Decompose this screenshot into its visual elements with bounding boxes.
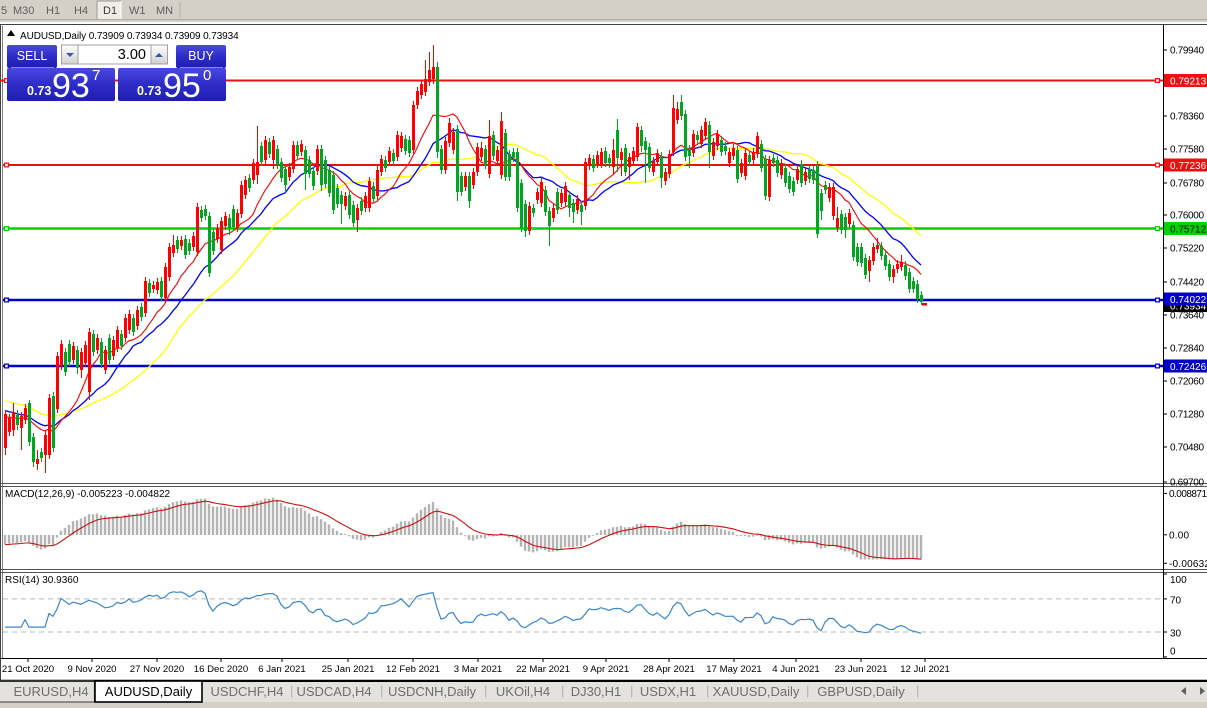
svg-text:SELL: SELL — [17, 49, 48, 63]
svg-text:21 Oct 2020: 21 Oct 2020 — [2, 664, 54, 675]
svg-text:|: | — [630, 683, 633, 698]
svg-text:0.69700: 0.69700 — [1170, 478, 1204, 489]
svg-text:|: | — [484, 683, 487, 698]
svg-text:17 May 2021: 17 May 2021 — [706, 664, 761, 675]
svg-text:70: 70 — [1170, 595, 1182, 606]
svg-text:DJ30,H1: DJ30,H1 — [571, 684, 622, 699]
svg-text:0.70480: 0.70480 — [1170, 443, 1204, 454]
svg-text:|: | — [380, 683, 383, 698]
svg-text:XAUUSD,Daily: XAUUSD,Daily — [713, 684, 800, 699]
svg-text:0: 0 — [203, 67, 211, 84]
svg-text:USDCHF,H4: USDCHF,H4 — [211, 684, 284, 699]
svg-text:30: 30 — [1170, 628, 1182, 639]
svg-text:H1: H1 — [46, 5, 60, 17]
svg-text:0.75220: 0.75220 — [1170, 244, 1204, 255]
svg-text:M30: M30 — [13, 5, 34, 17]
svg-text:-0.00632: -0.00632 — [1169, 559, 1207, 570]
svg-text:RSI(14) 30.9360: RSI(14) 30.9360 — [5, 575, 79, 586]
svg-text:100: 100 — [1170, 575, 1187, 586]
svg-text:0: 0 — [1170, 647, 1176, 658]
svg-text:0.78360: 0.78360 — [1170, 112, 1204, 123]
svg-text:12 Jul 2021: 12 Jul 2021 — [900, 664, 950, 675]
svg-text:0.73934: 0.73934 — [1170, 301, 1207, 312]
svg-text:|: | — [706, 683, 709, 698]
svg-text:0.74420: 0.74420 — [1170, 278, 1204, 289]
svg-text:95: 95 — [163, 67, 201, 105]
svg-text:0.73640: 0.73640 — [1170, 311, 1204, 322]
svg-text:0.77580: 0.77580 — [1170, 145, 1204, 156]
svg-text:0.72840: 0.72840 — [1170, 344, 1204, 355]
svg-text:MN: MN — [156, 5, 173, 17]
svg-text:W1: W1 — [129, 5, 146, 17]
svg-text:EURUSD,H4: EURUSD,H4 — [13, 684, 88, 699]
svg-text:AUDUSD,Daily: AUDUSD,Daily — [105, 684, 193, 699]
svg-text:5: 5 — [1, 5, 7, 17]
svg-text:23 Jun 2021: 23 Jun 2021 — [835, 664, 888, 675]
svg-text:0.77236: 0.77236 — [1170, 161, 1207, 172]
svg-text:|: | — [561, 683, 564, 698]
svg-text:27 Nov 2020: 27 Nov 2020 — [130, 664, 184, 675]
svg-text:0.75712: 0.75712 — [1170, 224, 1207, 235]
svg-text:0.76780: 0.76780 — [1170, 179, 1204, 190]
svg-text:|: | — [916, 683, 919, 698]
svg-text:3.00: 3.00 — [118, 47, 146, 63]
svg-text:0.76000: 0.76000 — [1170, 211, 1204, 222]
svg-text:3 Mar 2021: 3 Mar 2021 — [454, 664, 503, 675]
svg-text:|: | — [806, 683, 809, 698]
svg-text:0.71280: 0.71280 — [1170, 410, 1204, 421]
svg-text:0.79213: 0.79213 — [1170, 76, 1207, 87]
svg-text:9 Apr 2021: 9 Apr 2021 — [583, 664, 629, 675]
svg-text:D1: D1 — [103, 5, 117, 17]
svg-text:0.79940: 0.79940 — [1170, 46, 1204, 57]
svg-text:28 Apr 2021: 28 Apr 2021 — [643, 664, 695, 675]
svg-text:4 Jun 2021: 4 Jun 2021 — [772, 664, 819, 675]
svg-text:MACD(12,26,9) -0.005223 -0.004: MACD(12,26,9) -0.005223 -0.004822 — [5, 489, 171, 500]
svg-text:0.73: 0.73 — [137, 84, 161, 98]
svg-text:0.72426: 0.72426 — [1170, 362, 1207, 373]
svg-text:USDCNH,Daily: USDCNH,Daily — [388, 684, 477, 699]
svg-text:|: | — [290, 683, 293, 698]
svg-text:16 Dec 2020: 16 Dec 2020 — [194, 664, 248, 675]
svg-text:93: 93 — [52, 67, 90, 105]
svg-text:GBPUSD,Daily: GBPUSD,Daily — [817, 684, 905, 699]
svg-text:0.72060: 0.72060 — [1170, 377, 1204, 388]
svg-text:UKOil,H4: UKOil,H4 — [496, 684, 550, 699]
svg-text:USDCAD,H4: USDCAD,H4 — [296, 684, 371, 699]
svg-text:AUDUSD,Daily 0.73909 0.73934: AUDUSD,Daily 0.73909 0.73934 0.73909 0.7… — [20, 31, 239, 42]
svg-text:12 Feb 2021: 12 Feb 2021 — [386, 664, 440, 675]
svg-text:0.73: 0.73 — [27, 84, 51, 98]
svg-text:0.00: 0.00 — [1169, 530, 1189, 541]
svg-text:7: 7 — [92, 67, 100, 84]
svg-text:0.74022: 0.74022 — [1170, 295, 1207, 306]
svg-text:USDX,H1: USDX,H1 — [640, 684, 696, 699]
svg-text:25 Jan 2021: 25 Jan 2021 — [322, 664, 375, 675]
svg-text:BUY: BUY — [188, 49, 214, 63]
svg-text:0.008871: 0.008871 — [1169, 489, 1207, 500]
svg-text:22 Mar 2021: 22 Mar 2021 — [516, 664, 570, 675]
svg-text:9 Nov 2020: 9 Nov 2020 — [67, 664, 116, 675]
svg-text:H4: H4 — [74, 5, 88, 17]
svg-text:6 Jan 2021: 6 Jan 2021 — [258, 664, 305, 675]
